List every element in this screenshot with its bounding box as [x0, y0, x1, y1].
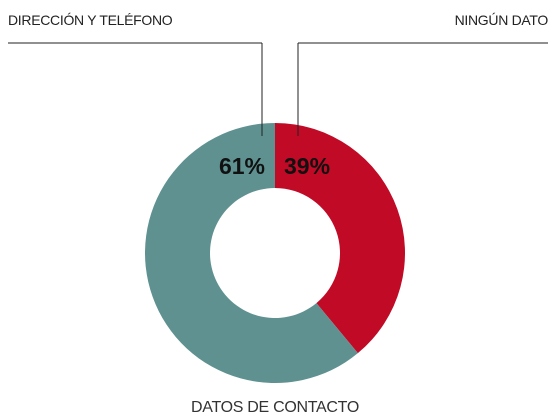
donut-slice	[275, 123, 405, 354]
donut-slice	[145, 123, 358, 383]
category-label: DIRECCIÓN Y TELÉFONO	[8, 12, 173, 28]
value-label: 61%	[219, 153, 265, 179]
chart-caption: DATOS DE CONTACTO	[191, 399, 359, 416]
category-label: NINGÚN DATO	[455, 12, 549, 28]
value-label: 39%	[284, 153, 330, 179]
